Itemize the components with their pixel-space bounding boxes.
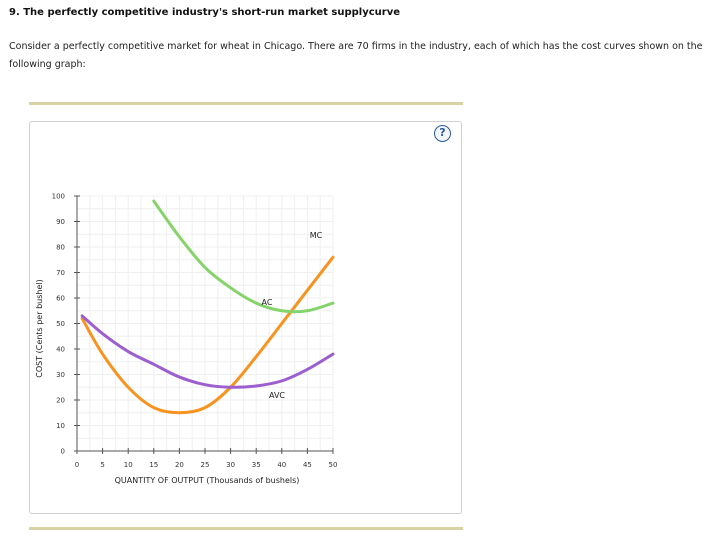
y-axis-label: COST (Cents per bushel) [35,279,44,377]
ticks: 0 5 10 15 20 25 30 35 40 45 50 0 10 20 30 40 50 60 70 80 90 1… [52,193,338,470]
x-tick-label: 10 [124,461,133,469]
question-mark-icon: ? [439,126,446,139]
x-tick-label: 15 [149,461,158,469]
question-text: Consider a perfectly competitive market … [9,41,703,70]
x-tick-label: 40 [277,461,286,469]
help-button[interactable]: ? [434,125,451,142]
y-tick-label: 40 [56,346,65,354]
y-tick-label: 90 [56,218,65,226]
bottom-divider [29,527,463,530]
curves [80,199,335,415]
series-avc-label: AVC [269,391,285,400]
x-tick-label: 45 [303,461,312,469]
curve-labels: MC AC AVC [262,231,323,400]
question-title: 9. The perfectly competitive industry's … [9,7,401,18]
y-tick-label: 10 [56,422,65,430]
series-ac-line [152,199,335,314]
graph-panel [29,121,462,514]
top-divider [29,102,463,105]
grid [76,195,334,452]
y-tick-label: 100 [52,193,65,201]
y-tick-label: 30 [56,371,65,379]
series-mc-label: MC [310,231,323,240]
y-tick-label: 50 [56,320,65,328]
x-tick-label: 0 [75,461,79,469]
series-ac-label: AC [262,298,273,307]
x-tick-label: 25 [201,461,210,469]
x-tick-label: 50 [329,461,338,469]
series-avc-line [80,314,335,389]
x-tick-label: 30 [226,461,235,469]
series-mc-line [80,255,335,415]
x-tick-label: 20 [175,461,184,469]
y-tick-label: 0 [61,448,65,456]
y-tick-label: 70 [56,269,65,277]
y-tick-label: 80 [56,244,65,252]
x-axis-label: QUANTITY OF OUTPUT (Thousands of bushels… [115,476,300,485]
y-tick-label: 60 [56,295,65,303]
x-tick-label: 5 [100,461,104,469]
x-tick-label: 35 [252,461,261,469]
y-tick-label: 20 [56,397,65,405]
